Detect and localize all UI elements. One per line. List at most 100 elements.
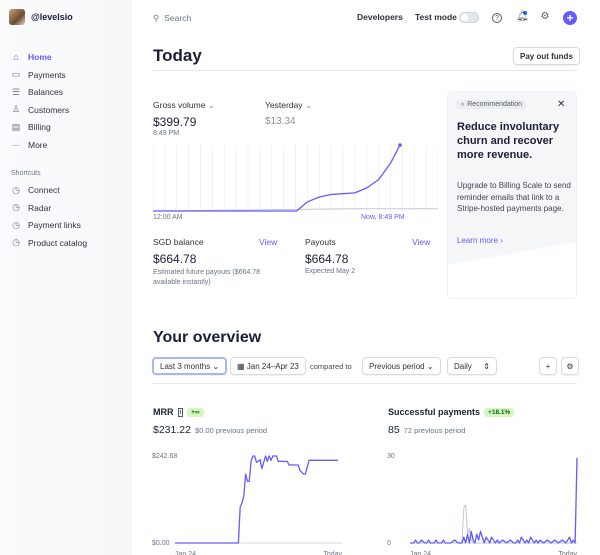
help-icon[interactable]: ? [492, 13, 502, 23]
yesterday-value: $13.34 [265, 116, 296, 127]
series-line [410, 458, 577, 543]
sgd-balance-value: $664.78 [153, 252, 196, 266]
clock-icon: ◷ [11, 220, 21, 231]
shortcut-product-catalog[interactable]: ◷ Product catalog [11, 236, 87, 250]
sidebar-item-balances[interactable]: ☰ Balances [11, 85, 63, 99]
y-max-label: $242.68 [152, 453, 177, 460]
developers-link[interactable]: Developers [357, 12, 403, 22]
balances-icon: ☰ [11, 87, 21, 98]
interval-select[interactable]: Daily⇕ [447, 357, 497, 375]
divider [153, 383, 577, 384]
person-icon: ♙ [11, 104, 21, 115]
nav-label: Product catalog [28, 238, 87, 248]
nav-label: Connect [28, 185, 60, 195]
account-name: @levelsio [31, 12, 73, 22]
nav-label: Home [28, 52, 52, 62]
compare-select[interactable]: Previous period ⌄ [362, 357, 441, 375]
mrr-header: MRRi+∞ [153, 407, 204, 417]
x-end-label: Today [558, 551, 577, 555]
range-select[interactable]: Last 3 months ⌄ [152, 357, 227, 375]
sidebar-item-customers[interactable]: ♙ Customers [11, 103, 69, 117]
nav-label: Balances [28, 87, 63, 97]
recommendation-body: Upgrade to Billing Scale to send reminde… [457, 180, 572, 215]
nav-label: Payments [28, 70, 66, 80]
search-placeholder: Search [164, 13, 191, 24]
current-point [398, 143, 402, 147]
mrr-summary: $231.22$0.00 previous period [153, 424, 267, 436]
payouts-label: Payouts [305, 237, 336, 247]
nav-label: More [28, 140, 47, 150]
sidebar [0, 0, 132, 555]
y-min-label: 0 [387, 540, 391, 547]
add-chart-button[interactable]: + [539, 357, 557, 375]
sidebar-item-more[interactable]: ··· More [11, 138, 47, 152]
mrr-chart: $242.68 $0.00 Jan 24 Today [150, 448, 345, 555]
payouts-view-link[interactable]: View [412, 237, 430, 247]
yesterday-selector[interactable]: Yesterday ⌄ [265, 100, 312, 111]
recommendation-card: ♁ Recommendation ✕ Reduce involuntary ch… [447, 91, 577, 299]
axis-start-label: 12:00 AM [153, 214, 183, 221]
sidebar-item-payments[interactable]: ▭ Payments [11, 68, 66, 82]
account-switcher[interactable]: @levelsio [9, 9, 73, 25]
y-max-label: 30 [387, 453, 395, 460]
avatar [9, 9, 25, 25]
comparison-series-line [410, 505, 577, 543]
payouts-value: $664.78 [305, 252, 348, 266]
y-min-label: $0.00 [152, 540, 170, 547]
billing-icon: ▤ [11, 122, 21, 133]
page-title: Today [153, 46, 202, 66]
shortcuts-title: Shortcuts [11, 170, 41, 177]
gross-volume-value: $399.79 [153, 115, 196, 129]
divider [153, 70, 577, 71]
payments-badge: +18.1% [484, 408, 514, 417]
payments-summary: 8572 previous period [388, 424, 465, 436]
nav-label: Radar [28, 203, 51, 213]
payouts-note: Expected May 2 [305, 268, 355, 275]
shortcut-payment-links[interactable]: ◷ Payment links [11, 218, 81, 232]
pay-out-funds-button[interactable]: Pay out funds [513, 47, 580, 65]
gross-volume-time: 8:49 PM [153, 130, 179, 137]
recommendation-tag: ♁ Recommendation [456, 100, 526, 109]
nav-label: Billing [28, 122, 51, 132]
search-icon: ⚲ [153, 13, 159, 24]
sgd-balance-note: Estimated future payouts ($664.78 availa… [153, 268, 288, 288]
chevron-right-icon: › [500, 236, 503, 245]
nav-label: Payment links [28, 220, 81, 230]
shortcut-connect[interactable]: ◷ Connect [11, 183, 60, 197]
sidebar-item-home[interactable]: ⌂ Home [11, 50, 52, 64]
gross-volume-chart [153, 140, 438, 215]
x-end-label: Today [323, 551, 342, 555]
clock-icon: ◷ [11, 237, 21, 248]
overview-title: Your overview [153, 329, 261, 347]
nav-label: Customers [28, 105, 69, 115]
wallet-icon: ▭ [11, 69, 21, 80]
lightbulb-icon: ♁ [460, 101, 465, 108]
learn-more-link[interactable]: Learn more › [457, 236, 503, 245]
test-mode-toggle[interactable] [459, 12, 479, 23]
info-icon: i [178, 408, 184, 417]
payments-chart: 30 0 Jan 24 Today [385, 448, 585, 555]
mrr-badge: +∞ [187, 408, 203, 417]
series-line [175, 456, 338, 543]
more-icon: ··· [11, 140, 21, 150]
axis-end-label: Now, 8:49 PM [361, 214, 405, 221]
shortcut-radar[interactable]: ◷ Radar [11, 201, 51, 215]
home-icon: ⌂ [11, 52, 21, 62]
sgd-balance-view-link[interactable]: View [259, 237, 277, 247]
clock-icon: ◷ [11, 202, 21, 213]
bell-icon[interactable]: 🔔︎ [516, 11, 528, 23]
compared-to-label: compared to [310, 362, 352, 371]
sidebar-item-billing[interactable]: ▤ Billing [11, 120, 51, 134]
close-icon[interactable]: ✕ [557, 99, 565, 110]
settings-button[interactable]: ⚙ [561, 357, 579, 375]
series-line [153, 145, 400, 211]
x-start-label: Jan 24 [410, 551, 431, 555]
gross-volume-selector[interactable]: Gross volume ⌄ [153, 100, 215, 111]
date-range-picker[interactable]: ▦ Jan 24–Apr 23 [230, 357, 306, 375]
create-plus-button[interactable]: + [563, 11, 577, 25]
x-start-label: Jan 24 [175, 551, 196, 555]
search-input[interactable]: ⚲ Search [153, 13, 191, 24]
gear-icon[interactable]: ⚙ [539, 11, 551, 23]
clock-icon: ◷ [11, 185, 21, 196]
test-mode-label: Test mode [415, 12, 457, 22]
